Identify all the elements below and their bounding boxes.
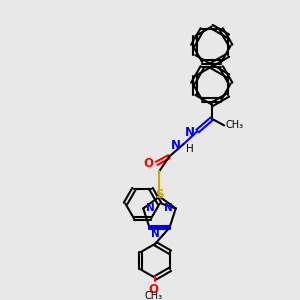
Text: CH₃: CH₃ [226, 120, 244, 130]
Text: N: N [171, 139, 181, 152]
Text: O: O [148, 283, 158, 296]
Text: N: N [164, 203, 173, 213]
Text: H: H [186, 144, 194, 154]
Text: O: O [144, 157, 154, 170]
Text: N: N [146, 203, 155, 213]
Text: CH₃: CH₃ [144, 291, 163, 300]
Text: S: S [155, 188, 164, 201]
Text: N: N [151, 230, 160, 239]
Text: N: N [184, 125, 195, 139]
